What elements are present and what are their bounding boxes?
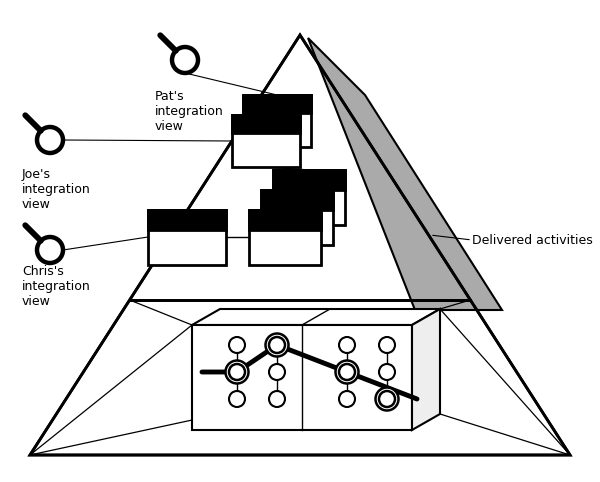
Bar	[273, 170, 345, 190]
Bar	[249, 210, 321, 230]
Bar	[232, 115, 300, 167]
Circle shape	[339, 337, 355, 353]
Circle shape	[335, 361, 359, 384]
Circle shape	[269, 337, 285, 353]
Circle shape	[269, 364, 285, 380]
Circle shape	[379, 364, 395, 380]
Bar	[249, 210, 321, 265]
Circle shape	[265, 334, 289, 357]
Bar	[243, 95, 311, 147]
Text: Joe's
integration
view: Joe's integration view	[22, 168, 91, 211]
Bar	[261, 190, 333, 245]
Bar	[148, 210, 226, 265]
Circle shape	[339, 364, 355, 380]
Text: Pat's
integration
view: Pat's integration view	[155, 90, 224, 133]
Circle shape	[376, 388, 398, 411]
Text: Chris's
integration
view: Chris's integration view	[22, 265, 91, 308]
Bar	[243, 95, 311, 113]
Circle shape	[229, 337, 245, 353]
Circle shape	[229, 364, 245, 380]
Circle shape	[339, 364, 355, 380]
Circle shape	[226, 361, 248, 384]
Polygon shape	[412, 309, 440, 430]
Bar	[273, 170, 345, 225]
Circle shape	[379, 337, 395, 353]
Circle shape	[339, 391, 355, 407]
Circle shape	[269, 391, 285, 407]
Bar	[148, 210, 226, 230]
Text: Delivered activities: Delivered activities	[472, 233, 593, 246]
Bar	[232, 115, 300, 133]
Polygon shape	[308, 38, 502, 310]
Circle shape	[379, 391, 395, 407]
Circle shape	[229, 364, 245, 380]
Circle shape	[269, 337, 285, 353]
Bar	[261, 190, 333, 210]
Circle shape	[379, 391, 395, 407]
Circle shape	[229, 391, 245, 407]
Bar	[192, 325, 412, 430]
Polygon shape	[192, 309, 440, 325]
